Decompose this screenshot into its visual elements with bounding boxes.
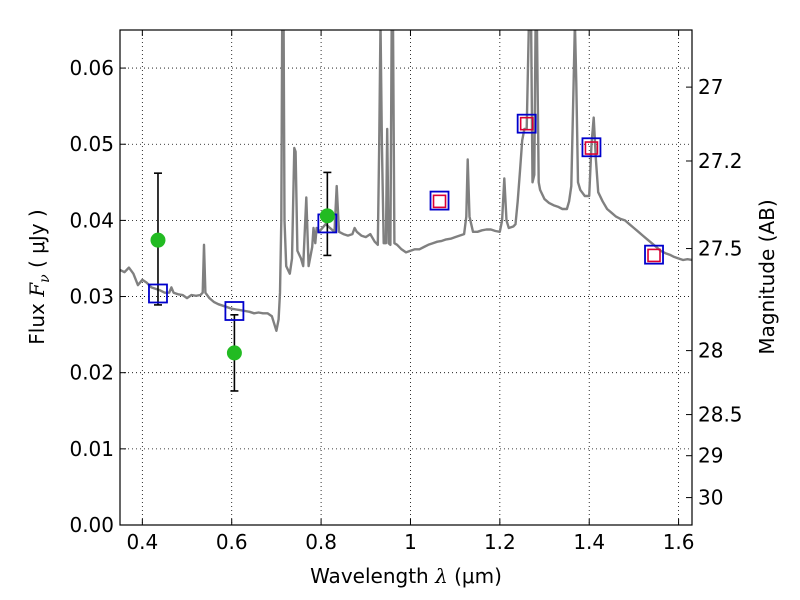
- hst-marker: [584, 141, 599, 155]
- y-tick-label: 0.02: [69, 361, 114, 385]
- y-tick-label: 0.00: [69, 513, 114, 537]
- y-tick-label: 0.05: [69, 132, 114, 156]
- model-marker: [148, 283, 168, 304]
- x-tick-label: 1.2: [484, 530, 516, 554]
- y-tick-label: 0.06: [69, 56, 114, 80]
- model-marker: [429, 190, 450, 211]
- x-tick-label: 0.4: [126, 530, 158, 554]
- plot-frame: [119, 29, 693, 526]
- mag-tick-label: 30: [698, 486, 723, 510]
- mag-tick-label: 27: [698, 75, 723, 99]
- hst-marker: [519, 116, 534, 131]
- y-tick-label: 0.01: [69, 437, 114, 461]
- model-marker: [644, 244, 664, 265]
- x-tick-label: 1: [404, 530, 417, 554]
- x-tick-label: 1.6: [663, 530, 695, 554]
- x-tick-label: 0.6: [216, 530, 248, 554]
- mag-tick-label: 28.5: [698, 403, 743, 427]
- mag-tick-label: 28: [698, 339, 723, 363]
- mag-tick-label: 27.2: [698, 149, 743, 173]
- marker-layer: [148, 113, 664, 392]
- ground-marker: [319, 208, 335, 224]
- ground-marker: [150, 232, 166, 248]
- spectrum-layer: [120, 30, 692, 332]
- hst-marker: [647, 248, 661, 263]
- model-marker: [516, 113, 537, 134]
- right-axis-label: Magnitude (AB): [755, 199, 779, 354]
- axis-ticks: 0.4 0.6 0.8 1 1.2 1.4 1.6 0.00 0.01 0.02 0.03 0.04 0…: [69, 30, 743, 554]
- y-tick-label: 0.03: [69, 285, 114, 309]
- y-tick-label: 0.04: [69, 208, 114, 232]
- hst-marker: [432, 194, 447, 209]
- model-marker: [581, 137, 602, 158]
- model-marker: [224, 301, 245, 321]
- x-tick-label: 0.8: [305, 530, 337, 554]
- mag-tick-label: 29: [698, 444, 723, 468]
- spectrum-line: [120, 30, 692, 332]
- ground-marker: [226, 345, 242, 361]
- x-axis-label: Wavelength λ (μm): [310, 564, 502, 588]
- y-axis-label: Flux Fν ( μJy ): [25, 209, 53, 344]
- mag-tick-label: 27.5: [698, 237, 743, 261]
- x-tick-label: 1.4: [573, 530, 605, 554]
